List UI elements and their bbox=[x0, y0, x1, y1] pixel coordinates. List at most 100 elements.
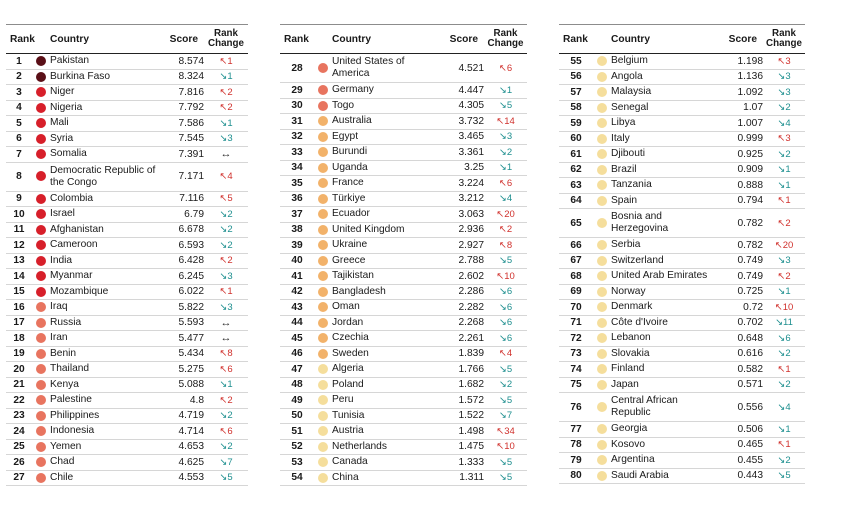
rank-cell: 36 bbox=[280, 191, 314, 207]
table-row: 63 Tanzania 0.888 ↘1 bbox=[559, 177, 805, 194]
score-cell: 0.749 bbox=[716, 253, 763, 269]
rank-change-cell: ↘2 bbox=[763, 452, 805, 469]
table-row: 4 Nigeria 7.792 ↖2 bbox=[6, 100, 248, 116]
score-cell: 4.553 bbox=[156, 470, 204, 486]
rank-cell: 35 bbox=[280, 175, 314, 192]
country-cell: Norway bbox=[611, 284, 716, 300]
rank-change-cell: ↔ bbox=[204, 315, 248, 331]
table-row: 32 Egypt 3.465 ↘3 bbox=[280, 129, 527, 145]
score-cell: 4.305 bbox=[437, 98, 484, 114]
rank-cell: 63 bbox=[559, 177, 593, 194]
country-cell: Mali bbox=[50, 115, 156, 132]
category-dot-icon bbox=[36, 441, 46, 452]
arrow-down-icon: ↘1 bbox=[219, 379, 233, 391]
score-cell: 0.72 bbox=[716, 299, 763, 316]
rank-cell: 25 bbox=[6, 439, 32, 455]
arrow-down-icon: ↘2 bbox=[219, 239, 233, 251]
score-cell: 3.465 bbox=[437, 129, 484, 145]
country-cell: Türkiye bbox=[332, 191, 437, 207]
category-dot-cell bbox=[314, 268, 332, 285]
table-row: 45 Czechia 2.261 ↘6 bbox=[280, 330, 527, 347]
category-dot-icon bbox=[318, 302, 328, 313]
rank-change-cell: ↖20 bbox=[763, 237, 805, 254]
arrow-up-icon: ↖4 bbox=[219, 171, 233, 182]
category-dot-cell bbox=[32, 454, 50, 471]
category-dot-cell bbox=[593, 69, 611, 85]
arrow-down-icon: ↘5 bbox=[498, 255, 513, 267]
rank-change-cell: ↘3 bbox=[484, 129, 527, 145]
category-dot-icon bbox=[36, 302, 46, 313]
arrow-down-icon: ↘3 bbox=[498, 131, 513, 143]
category-dot-cell bbox=[32, 439, 50, 455]
rank-change-cell: ↖4 bbox=[484, 346, 527, 362]
rank-cell: 70 bbox=[559, 299, 593, 316]
score-cell: 7.586 bbox=[156, 115, 204, 132]
table-row: 79 Argentina 0.455 ↘2 bbox=[559, 452, 805, 469]
rank-change-header: Rank Change bbox=[204, 24, 248, 54]
arrow-up-icon: ↖10 bbox=[496, 270, 515, 282]
score-cell: 5.822 bbox=[156, 299, 204, 316]
rank-change-cell: ↘5 bbox=[484, 98, 527, 114]
category-dot-icon bbox=[318, 441, 328, 452]
category-dot-icon bbox=[36, 379, 46, 390]
country-cell: Iran bbox=[50, 330, 156, 347]
arrow-down-icon: ↘2 bbox=[498, 379, 513, 391]
rank-change-cell: ↘5 bbox=[484, 454, 527, 471]
category-dot-icon bbox=[36, 133, 46, 144]
arrow-up-icon: ↖14 bbox=[496, 115, 515, 127]
rank-cell: 56 bbox=[559, 69, 593, 85]
country-cell: Bangladesh bbox=[332, 284, 437, 300]
arrow-down-icon: ↘5 bbox=[777, 470, 791, 482]
score-cell: 0.465 bbox=[716, 437, 763, 453]
arrow-down-icon: ↘3 bbox=[219, 270, 233, 282]
rank-cell: 61 bbox=[559, 146, 593, 163]
arrow-up-icon: ↖8 bbox=[219, 348, 233, 360]
table-row: 35 France 3.224 ↖6 bbox=[280, 175, 527, 192]
score-cell: 1.136 bbox=[716, 69, 763, 85]
rank-cell: 43 bbox=[280, 299, 314, 316]
rank-cell: 9 bbox=[6, 191, 32, 207]
table-row: 43 Oman 2.282 ↘6 bbox=[280, 299, 527, 316]
category-dot-cell bbox=[314, 392, 332, 409]
rank-cell: 6 bbox=[6, 131, 32, 147]
score-cell: 4.521 bbox=[437, 53, 484, 83]
country-cell: Burkina Faso bbox=[50, 69, 156, 85]
category-dot-icon bbox=[597, 118, 607, 129]
rank-change-cell: ↖34 bbox=[484, 423, 527, 440]
rank-change-cell: ↖1 bbox=[204, 284, 248, 300]
table-row: 76 Central African Republic 0.556 ↘4 bbox=[559, 392, 805, 422]
rank-header: Rank bbox=[559, 24, 593, 54]
country-cell: Togo bbox=[332, 98, 437, 114]
category-dot-cell bbox=[32, 162, 50, 192]
rank-cell: 77 bbox=[559, 421, 593, 438]
country-cell: Democratic Republic of the Congo bbox=[50, 162, 156, 192]
rank-change-cell: ↖2 bbox=[763, 268, 805, 285]
table-row: 58 Senegal 1.07 ↘2 bbox=[559, 100, 805, 116]
rank-change-cell: ↘2 bbox=[763, 100, 805, 116]
rank-change-cell: ↖20 bbox=[484, 206, 527, 223]
country-cell: Brazil bbox=[611, 162, 716, 178]
rank-cell: 2 bbox=[6, 69, 32, 85]
rank-change-cell: ↘7 bbox=[204, 454, 248, 471]
category-dot-cell bbox=[32, 377, 50, 393]
country-cell: Cameroon bbox=[50, 237, 156, 254]
rank-cell: 21 bbox=[6, 377, 32, 393]
category-dot-cell bbox=[314, 408, 332, 424]
rank-change-cell: ↘2 bbox=[763, 377, 805, 393]
score-cell: 0.702 bbox=[716, 315, 763, 331]
country-cell: United States of America bbox=[332, 53, 437, 83]
score-cell: 1.198 bbox=[716, 53, 763, 70]
rank-cell: 4 bbox=[6, 100, 32, 116]
category-dot-icon bbox=[36, 71, 46, 82]
score-cell: 0.888 bbox=[716, 177, 763, 194]
table-row: 62 Brazil 0.909 ↘1 bbox=[559, 162, 805, 178]
table-row: 24 Indonesia 4.714 ↖6 bbox=[6, 423, 248, 440]
rank-change-cell: ↘5 bbox=[763, 468, 805, 484]
score-cell: 2.936 bbox=[437, 222, 484, 238]
table-row: 51 Austria 1.498 ↖34 bbox=[280, 423, 527, 440]
category-dot-cell bbox=[32, 146, 50, 163]
category-dot-cell bbox=[32, 470, 50, 486]
country-cell: Japan bbox=[611, 377, 716, 393]
rank-change-cell: ↖6 bbox=[204, 361, 248, 378]
category-dot-cell bbox=[32, 268, 50, 285]
